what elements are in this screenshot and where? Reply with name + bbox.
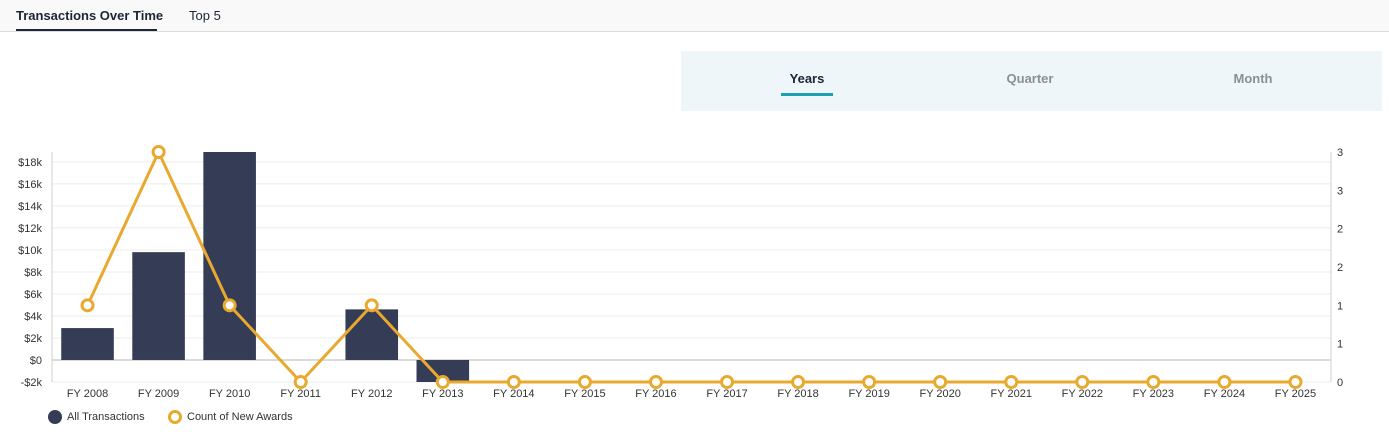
line-point xyxy=(577,375,592,389)
legend-ring-dot-icon xyxy=(168,410,182,424)
y-right-tick-label: 2 xyxy=(1337,262,1343,274)
legend-label: All Transactions xyxy=(67,411,145,423)
y-right-tick-label: 3 xyxy=(1337,147,1343,159)
y-left-tick-label: $8k xyxy=(24,267,42,279)
line-point xyxy=(1075,375,1090,389)
active-period-indicator xyxy=(781,93,833,96)
period-selector: Years Quarter Month xyxy=(681,51,1382,111)
line-point xyxy=(1146,375,1161,389)
line-point xyxy=(720,375,735,389)
y-left-tick-label: $14k xyxy=(18,201,42,213)
y-left-tick-label: $16k xyxy=(18,179,42,191)
line-point xyxy=(293,375,308,389)
y-left-tick-label: $18k xyxy=(18,157,42,169)
y-left-tick-label: $12k xyxy=(18,223,42,235)
period-tab-month[interactable]: Month xyxy=(1233,71,1273,86)
x-tick-label: FY 2019 xyxy=(848,388,889,400)
legend-filled-dot-icon xyxy=(48,410,62,424)
line-point xyxy=(1004,375,1019,389)
line-point xyxy=(435,375,450,389)
x-tick-label: FY 2015 xyxy=(564,388,605,400)
bar xyxy=(132,252,185,360)
line-point xyxy=(364,298,379,313)
x-tick-label: FY 2018 xyxy=(777,388,818,400)
x-tick-label: FY 2009 xyxy=(138,388,179,400)
legend-all-transactions[interactable]: All Transactions xyxy=(48,410,145,424)
series-line xyxy=(86,150,1296,384)
x-tick-label: FY 2010 xyxy=(209,388,250,400)
chart-tabs-bar: Transactions Over Time Top 5 xyxy=(0,0,1389,32)
line-point xyxy=(151,145,166,159)
legend-label: Count of New Awards xyxy=(187,411,293,423)
tab-transactions-over-time[interactable]: Transactions Over Time xyxy=(16,8,164,23)
x-tick-label: FY 2017 xyxy=(706,388,747,400)
x-tick-label: FY 2008 xyxy=(67,388,108,400)
x-tick-label: FY 2016 xyxy=(635,388,676,400)
x-tick-label: FY 2011 xyxy=(280,388,321,400)
x-tick-label: FY 2024 xyxy=(1204,388,1245,400)
line-point xyxy=(80,298,95,313)
active-tab-indicator xyxy=(16,29,157,31)
y-left-tick-label: $6k xyxy=(24,289,42,301)
y-right-tick-label: 3 xyxy=(1337,185,1343,197)
legend-count-of-new-awards[interactable]: Count of New Awards xyxy=(168,410,293,424)
y-right-tick-label: 0 xyxy=(1337,377,1343,389)
line-point xyxy=(862,375,877,389)
line-point xyxy=(222,298,237,313)
x-tick-label: FY 2013 xyxy=(422,388,463,400)
x-tick-label: FY 2020 xyxy=(919,388,960,400)
bar xyxy=(416,359,470,382)
period-tab-quarter[interactable]: Quarter xyxy=(1006,71,1054,86)
line-point xyxy=(791,375,806,389)
tab-top-5[interactable]: Top 5 xyxy=(189,8,221,23)
y-left-tick-label: $4k xyxy=(24,311,42,323)
y-left-tick-label: -$2k xyxy=(21,377,43,389)
line-point xyxy=(506,375,521,389)
line-point xyxy=(1217,375,1232,389)
bar xyxy=(345,309,399,360)
x-tick-label: FY 2012 xyxy=(351,388,392,400)
period-tab-years[interactable]: Years xyxy=(789,71,825,86)
x-tick-label: FY 2022 xyxy=(1062,388,1103,400)
x-tick-label: FY 2025 xyxy=(1275,388,1316,400)
y-right-tick-label: 1 xyxy=(1337,339,1343,351)
y-right-tick-label: 1 xyxy=(1337,300,1343,312)
line-point xyxy=(1288,375,1303,389)
y-left-tick-label: $0 xyxy=(30,355,42,367)
x-tick-label: FY 2014 xyxy=(493,388,534,400)
transactions-chart: -$2k $0 $2k $4k $6k $8k $10k $12k $14k $16k $18k 0 1… xyxy=(18,145,1343,400)
x-tick-label: FY 2023 xyxy=(1133,388,1174,400)
line-point xyxy=(648,375,663,389)
y-right-tick-label: 2 xyxy=(1337,224,1343,236)
bar xyxy=(203,152,256,360)
bar xyxy=(61,328,114,360)
y-left-tick-label: $10k xyxy=(18,245,42,257)
line-point xyxy=(933,375,948,389)
y-left-tick-label: $2k xyxy=(24,333,42,345)
x-tick-label: FY 2021 xyxy=(991,388,1032,400)
